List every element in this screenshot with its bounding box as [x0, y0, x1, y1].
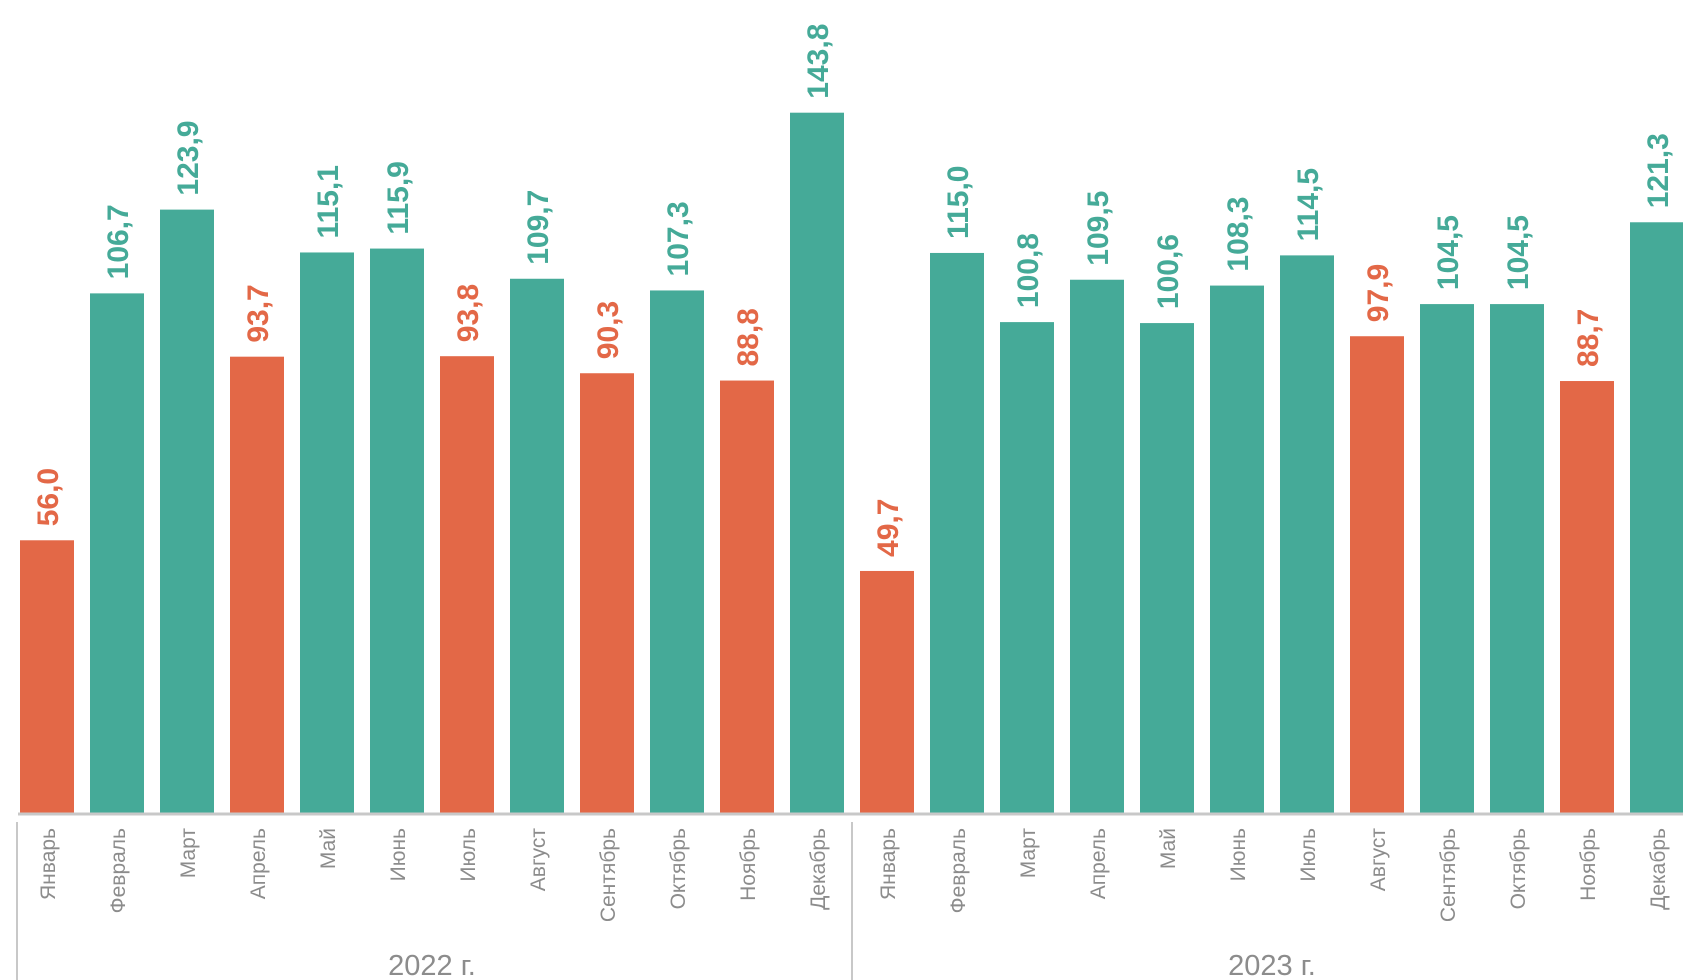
bar: [860, 570, 914, 813]
bar-value-label: 109,7: [522, 190, 555, 265]
x-tick-label: Октябрь: [667, 828, 690, 909]
x-tick-label: Октябрь: [1507, 828, 1530, 909]
x-tick-label: Июнь: [387, 828, 410, 881]
x-tick-label: Январь: [37, 828, 60, 900]
bar-value-label: 93,8: [452, 284, 485, 342]
value-labels-layer: 56,0 106,7 123,9 93,7 115,1 115,9 93,8 109,7 90,…: [32, 24, 1675, 557]
group-separators-layer: [16, 822, 853, 980]
bar: [440, 356, 494, 813]
bar-value-label: 115,1: [312, 165, 345, 238]
bar: [650, 290, 704, 814]
bar-value-label: 100,8: [1012, 233, 1045, 308]
bar: [1280, 255, 1334, 813]
bar: [1140, 323, 1194, 813]
bar: [20, 540, 74, 813]
x-tick-label: Декабрь: [1647, 828, 1670, 910]
bar-value-label: 88,7: [1572, 309, 1605, 367]
x-tick-label: Март: [177, 828, 200, 879]
bar: [580, 373, 634, 813]
x-tick-label: Сентябрь: [1437, 828, 1460, 922]
x-tick-label: Июль: [457, 828, 480, 882]
x-tick-label: Сентябрь: [597, 828, 620, 922]
x-tick-label: Август: [527, 828, 550, 892]
bar: [230, 356, 284, 813]
bar: [1000, 322, 1054, 813]
x-tick-label: Февраль: [947, 828, 970, 913]
bar: [790, 112, 844, 814]
bar: [1490, 304, 1544, 813]
x-tick-label: Август: [1367, 828, 1390, 892]
bar-value-label: 93,7: [242, 284, 275, 342]
bar: [510, 278, 564, 813]
x-tick-labels-layer: Январь Февраль Март Апрель Май Июнь Июль Август…: [37, 828, 1670, 922]
bar: [1210, 285, 1264, 814]
bar-value-label: 143,8: [802, 24, 835, 99]
group-label: 2023 г.: [1228, 950, 1316, 980]
bar-value-label: 100,6: [1152, 234, 1185, 309]
bar-value-label: 104,5: [1502, 215, 1535, 290]
x-tick-label: Март: [1017, 828, 1040, 879]
x-tick-label: Ноябрь: [737, 828, 760, 901]
bars-layer: [20, 112, 1683, 814]
x-tick-label: Июль: [1297, 828, 1320, 882]
bar-value-label: 114,5: [1292, 168, 1325, 241]
bar-value-label: 121,3: [1642, 133, 1675, 208]
bar: [160, 209, 214, 813]
x-tick-label: Декабрь: [807, 828, 830, 910]
x-tick-label: Февраль: [107, 828, 130, 913]
x-tick-label: Май: [1157, 828, 1180, 869]
x-tick-label: Январь: [877, 828, 900, 900]
x-tick-label: Ноябрь: [1577, 828, 1600, 901]
group-labels-layer: 2022 г. 2023 г.: [388, 950, 1316, 980]
bar-value-label: 123,9: [172, 121, 205, 196]
bar: [930, 252, 984, 813]
x-tick-label: Май: [317, 828, 340, 869]
bar-value-label: 97,9: [1362, 264, 1395, 322]
bar-value-label: 107,3: [662, 201, 695, 276]
bar: [90, 293, 144, 814]
bar: [1070, 279, 1124, 813]
bar-value-label: 106,7: [102, 204, 135, 279]
bar: [370, 248, 424, 813]
bar: [720, 380, 774, 813]
bar-value-label: 115,9: [382, 161, 415, 234]
group-label: 2022 г.: [388, 950, 476, 980]
x-tick-label: Июнь: [1227, 828, 1250, 881]
bar-value-label: 56,0: [32, 468, 65, 526]
bar-value-label: 108,3: [1222, 197, 1255, 272]
bar-value-label: 104,5: [1432, 215, 1465, 290]
bar-value-label: 109,5: [1082, 191, 1115, 266]
bar: [1560, 381, 1614, 813]
bar-value-label: 88,8: [732, 308, 765, 366]
bar: [300, 252, 354, 813]
bar: [1350, 336, 1404, 813]
bar-value-label: 49,7: [872, 499, 905, 557]
bar-value-label: 115,0: [942, 166, 975, 239]
bar: [1420, 304, 1474, 813]
bar-value-label: 90,3: [592, 301, 625, 359]
x-tick-label: Апрель: [1087, 828, 1110, 899]
x-tick-label: Апрель: [247, 828, 270, 899]
bar: [1630, 222, 1683, 814]
